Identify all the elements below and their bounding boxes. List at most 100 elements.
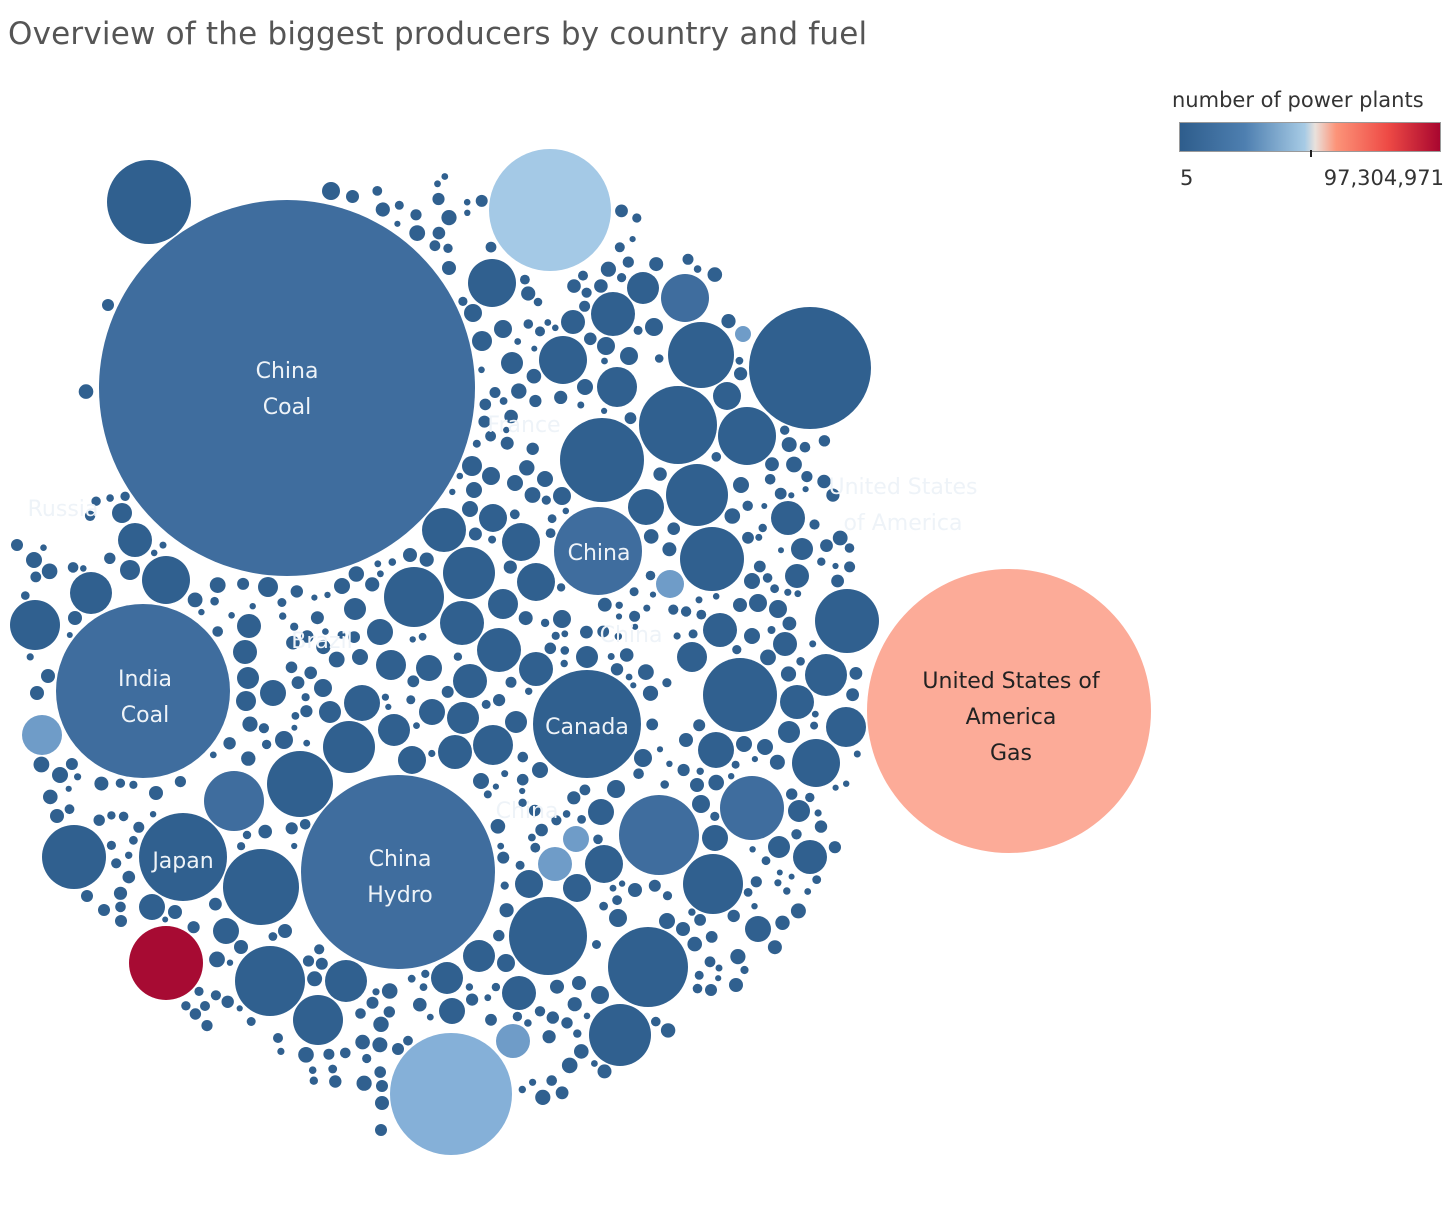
bubble <box>690 778 704 792</box>
bubble <box>619 795 699 875</box>
bubble <box>484 994 492 1002</box>
bubble <box>275 731 293 749</box>
bubble <box>418 632 427 641</box>
bubble <box>242 830 252 840</box>
bubble <box>221 995 234 1008</box>
bubble <box>676 922 690 936</box>
bubble <box>93 814 105 826</box>
bubble <box>409 225 426 242</box>
bubble <box>805 654 847 696</box>
bubble <box>805 792 815 803</box>
bubble <box>526 368 542 384</box>
bubble-label-line: China <box>496 799 559 824</box>
bubble <box>290 585 303 598</box>
bubble <box>104 552 116 564</box>
bubble <box>832 784 839 791</box>
bubble <box>619 648 634 662</box>
bubble <box>300 630 314 643</box>
bubble <box>309 1076 318 1085</box>
bubble <box>515 870 543 898</box>
bubble <box>662 542 677 557</box>
bubble <box>301 693 310 702</box>
bubble <box>815 589 879 653</box>
bubble <box>535 823 548 837</box>
bubble <box>377 570 384 578</box>
bubble <box>385 703 392 711</box>
bubble <box>732 645 742 655</box>
bubble <box>693 719 706 732</box>
bubble <box>630 682 637 689</box>
bubble <box>115 901 126 913</box>
bubble <box>514 338 522 345</box>
bubble <box>81 890 93 902</box>
bubble <box>106 494 114 502</box>
bubble <box>453 664 487 698</box>
color-legend: number of power plants 5 97,304,971 <box>1172 88 1444 190</box>
bubble <box>542 1030 556 1044</box>
bubble <box>237 577 250 590</box>
bubble <box>703 613 737 647</box>
bubble <box>375 1124 387 1136</box>
bubble <box>624 412 637 425</box>
bubble <box>68 611 82 625</box>
bubble <box>628 489 664 525</box>
bubble <box>122 870 136 884</box>
bubble <box>492 783 499 790</box>
bubble <box>428 749 436 758</box>
bubble <box>554 390 568 404</box>
bubble <box>99 200 475 576</box>
bubble <box>615 613 623 620</box>
bubble <box>562 507 570 515</box>
bubble <box>373 1016 389 1032</box>
bubble <box>236 691 256 711</box>
bubble <box>591 986 609 1004</box>
bubble <box>261 739 272 750</box>
bubble <box>516 773 529 786</box>
bubble <box>561 630 569 638</box>
bubble <box>314 944 325 955</box>
bubble <box>524 487 541 503</box>
bubble-label: United States of America Gas <box>922 669 1100 766</box>
bubble-label-line: Coal <box>121 703 169 728</box>
bubble <box>376 650 406 680</box>
bubble <box>328 1064 338 1074</box>
bubble-label-line: Gas <box>990 741 1032 766</box>
bubble <box>622 256 634 268</box>
bubble <box>735 326 751 342</box>
bubble <box>579 784 591 796</box>
bubble <box>277 1047 285 1055</box>
bubble <box>708 774 724 791</box>
bubble <box>607 780 625 798</box>
bubble <box>638 664 654 680</box>
bubble <box>661 274 709 322</box>
bubble <box>26 552 42 568</box>
bubble <box>567 997 582 1012</box>
bubble <box>693 265 702 273</box>
bubble <box>668 604 679 615</box>
bubble <box>431 962 463 994</box>
bubble <box>809 519 820 530</box>
bubble <box>181 1001 191 1011</box>
bubble <box>713 382 741 410</box>
bubble <box>209 951 225 968</box>
bubble <box>407 675 420 688</box>
bubble <box>786 456 802 473</box>
bubble <box>580 625 593 639</box>
bubble <box>695 596 703 604</box>
bubble <box>41 563 58 580</box>
bubble <box>734 367 748 381</box>
bubble <box>267 751 333 817</box>
bubble <box>648 879 661 892</box>
bubble <box>493 929 505 942</box>
bubble <box>761 856 771 866</box>
bubble <box>133 821 145 833</box>
bubble <box>501 352 523 374</box>
bubble <box>94 776 109 791</box>
bubble <box>291 676 305 689</box>
bubble <box>614 242 625 253</box>
legend-min-label: 5 <box>1180 166 1194 190</box>
bubble <box>26 653 34 661</box>
bubble <box>740 965 749 975</box>
bubble <box>804 888 812 895</box>
bubble <box>786 788 798 800</box>
